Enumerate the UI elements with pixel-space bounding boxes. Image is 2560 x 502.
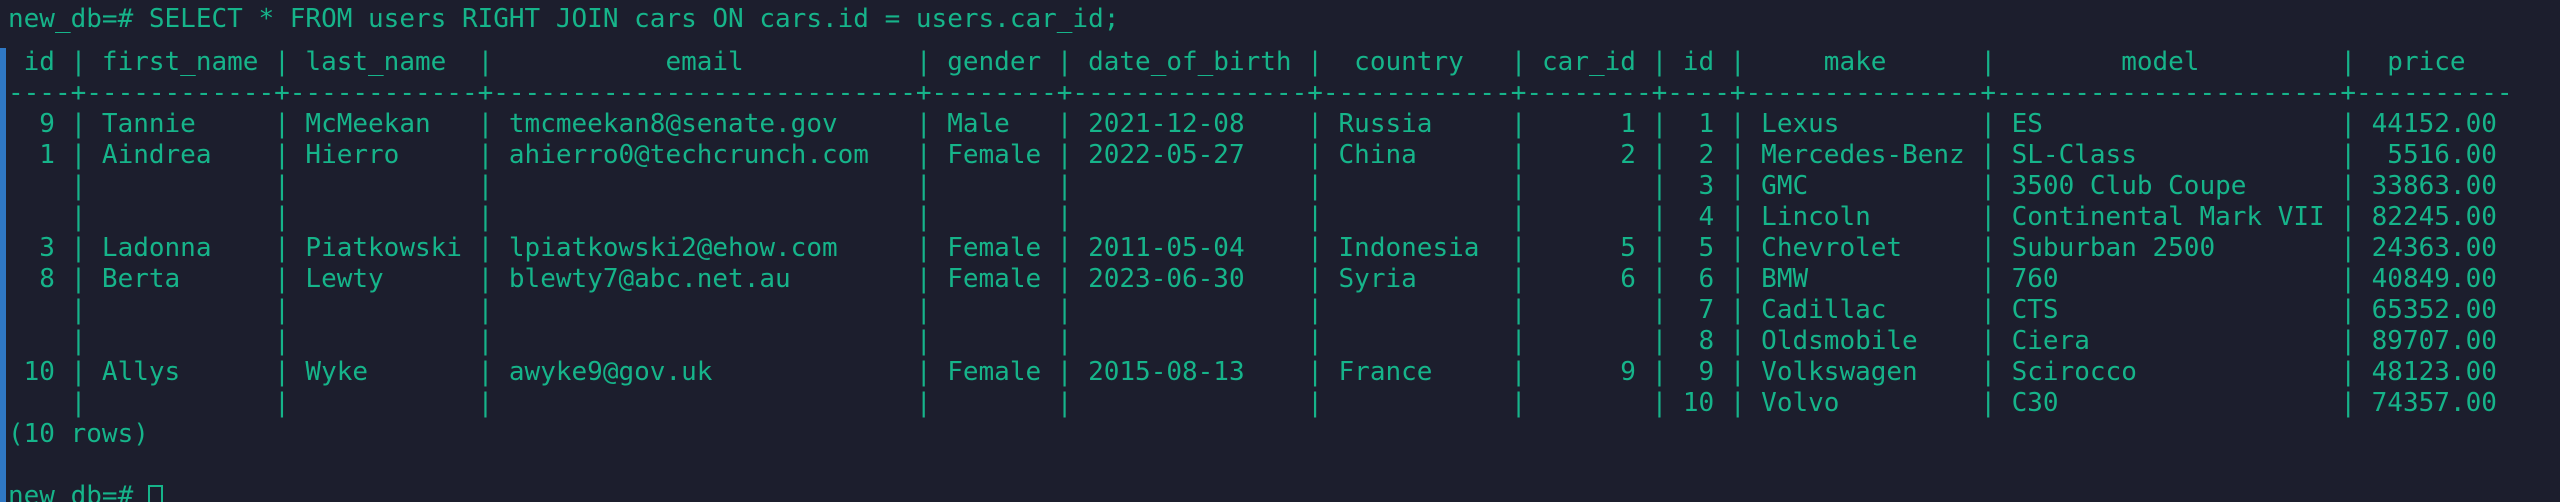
table-row: | | | | | | | | 7 | Cadillac | CTS | 653… [8, 295, 2497, 325]
table-row: 3 | Ladonna | Piatkowski | lpiatkowski2@… [8, 233, 2497, 263]
table-separator: ----+------------+------------+---------… [8, 78, 2513, 108]
table-row: | | | | | | | | 10 | Volvo | C30 | 74357… [8, 388, 2497, 418]
row-count: (10 rows) [8, 419, 149, 449]
sql-query-line: new_db=# SELECT * FROM users RIGHT JOIN … [8, 4, 1120, 34]
table-row: 1 | Aindrea | Hierro | ahierro0@techcrun… [8, 140, 2497, 170]
table-row: | | | | | | | | 8 | Oldsmobile | Ciera |… [8, 326, 2497, 356]
text-cursor [148, 485, 163, 502]
scroll-marker-bar [0, 48, 6, 502]
table-header: id | first_name | last_name | email | ge… [8, 47, 2466, 77]
table-row: | | | | | | | | 4 | Lincoln | Continenta… [8, 202, 2497, 232]
table-row: 10 | Allys | Wyke | awyke9@gov.uk | Fema… [8, 357, 2497, 387]
command-prompt[interactable]: new_db=# [8, 481, 149, 502]
table-row: 9 | Tannie | McMeekan | tmcmeekan8@senat… [8, 109, 2497, 139]
table-row: 8 | Berta | Lewty | blewty7@abc.net.au |… [8, 264, 2497, 294]
table-row: | | | | | | | | 3 | GMC | 3500 Club Coup… [8, 171, 2497, 201]
